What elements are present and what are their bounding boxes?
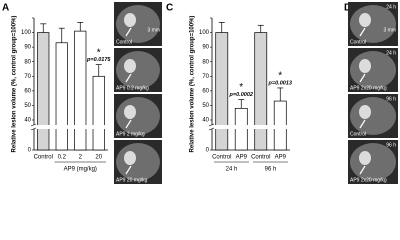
lesion bbox=[359, 105, 371, 119]
y-tick-label: 90 bbox=[202, 45, 209, 51]
y-tick-label: 60 bbox=[24, 88, 31, 94]
significance-star: * bbox=[278, 71, 282, 82]
bar bbox=[37, 32, 50, 151]
image-label: Control bbox=[116, 39, 132, 45]
y-tick-label: 40 bbox=[24, 118, 31, 124]
image-label: 3 mm bbox=[384, 27, 397, 33]
arrow bbox=[125, 73, 132, 83]
break-mark bbox=[30, 123, 37, 127]
x-tick-label: Control bbox=[212, 155, 231, 161]
y-axis-label: Relative lesion volume (%, control group… bbox=[12, 16, 18, 153]
y-tick-label: 40 bbox=[202, 118, 209, 124]
brain-slice bbox=[350, 143, 396, 181]
brain-slice bbox=[350, 5, 396, 43]
p-value: p=0.0002 bbox=[229, 92, 253, 98]
significance-star: * bbox=[97, 47, 101, 58]
arrow bbox=[125, 27, 132, 37]
x-tick-label: 20 bbox=[95, 155, 102, 161]
bar bbox=[234, 107, 248, 151]
image-label: AP9 2 mg/kg bbox=[116, 131, 145, 137]
x-axis-label: AP9 (mg/kg) bbox=[64, 167, 97, 173]
y-tick-label: 0 bbox=[28, 148, 32, 154]
axis-break bbox=[209, 125, 290, 129]
bar bbox=[215, 32, 229, 151]
x-tick-label: Control bbox=[251, 155, 270, 161]
lesion bbox=[124, 13, 136, 27]
y-tick-label: 80 bbox=[24, 59, 31, 65]
arrow bbox=[359, 165, 366, 175]
image-label: Control bbox=[350, 39, 366, 45]
arrow bbox=[359, 119, 366, 129]
significance-star: * bbox=[239, 82, 243, 93]
lesion bbox=[124, 59, 136, 73]
brain-slice bbox=[116, 51, 160, 89]
y-tick-label: 60 bbox=[202, 88, 209, 94]
y-tick-label: 100 bbox=[199, 30, 210, 36]
lesion bbox=[359, 13, 371, 27]
panel-label: A bbox=[2, 3, 9, 14]
arrow bbox=[125, 165, 132, 175]
x-tick-label: 2 bbox=[79, 155, 83, 161]
brain-slice bbox=[350, 97, 396, 135]
brain-slice bbox=[116, 97, 160, 135]
y-tick-label: 50 bbox=[202, 103, 209, 109]
brain-slice bbox=[116, 5, 160, 43]
arrow bbox=[125, 119, 132, 129]
lesion bbox=[124, 105, 136, 119]
image-label: 96 h bbox=[386, 96, 396, 102]
bar bbox=[92, 75, 105, 151]
bar bbox=[254, 32, 268, 151]
arrow bbox=[359, 73, 366, 83]
y-tick-label: 0 bbox=[206, 148, 210, 154]
break-mark bbox=[208, 123, 215, 127]
bar bbox=[55, 42, 68, 151]
lesion bbox=[359, 59, 371, 73]
y-tick-label: 80 bbox=[202, 59, 209, 65]
x-tick-label: 0.2 bbox=[58, 155, 67, 161]
image-label: AP9 20 mg/kg bbox=[116, 177, 148, 183]
p-value: p=0.0175 bbox=[86, 57, 111, 63]
image-label: AP9 2x20 mg/kg bbox=[350, 85, 387, 91]
image-label: 96 h bbox=[386, 142, 396, 148]
y-axis-label: Relative lesion volume (%, control group… bbox=[190, 16, 196, 153]
lesion bbox=[124, 151, 136, 165]
break-mark bbox=[30, 127, 37, 131]
image-label: 24 h bbox=[386, 50, 396, 56]
image-label: AP9 2x20 mg/kg bbox=[350, 177, 387, 183]
image-label: 3 mm bbox=[148, 27, 161, 33]
image-label: Control bbox=[350, 131, 366, 137]
image-label: AP9 0.2 mg/kg bbox=[116, 85, 149, 91]
brain-slice bbox=[350, 51, 396, 89]
lesion bbox=[359, 151, 371, 165]
image-label: 24 h bbox=[386, 4, 396, 10]
y-tick-label: 70 bbox=[202, 74, 209, 80]
y-tick-label: 90 bbox=[24, 45, 31, 51]
bar bbox=[74, 30, 87, 151]
brain-slice bbox=[116, 143, 160, 181]
axis-break bbox=[31, 125, 108, 129]
x-tick-label: Control bbox=[34, 155, 53, 161]
y-tick-label: 70 bbox=[24, 74, 31, 80]
arrow bbox=[359, 27, 366, 37]
y-tick-label: 50 bbox=[24, 103, 31, 109]
break-mark bbox=[208, 127, 215, 131]
group-label: 96 h bbox=[265, 167, 277, 173]
y-tick-label: 100 bbox=[21, 30, 32, 36]
panel-label: C bbox=[166, 3, 173, 14]
p-value: p=0.0013 bbox=[268, 80, 292, 86]
group-label: 24 h bbox=[226, 167, 238, 173]
x-tick-label: AP9 bbox=[236, 155, 248, 161]
panel-label: D bbox=[344, 3, 351, 14]
x-tick-label: AP9 bbox=[275, 155, 287, 161]
